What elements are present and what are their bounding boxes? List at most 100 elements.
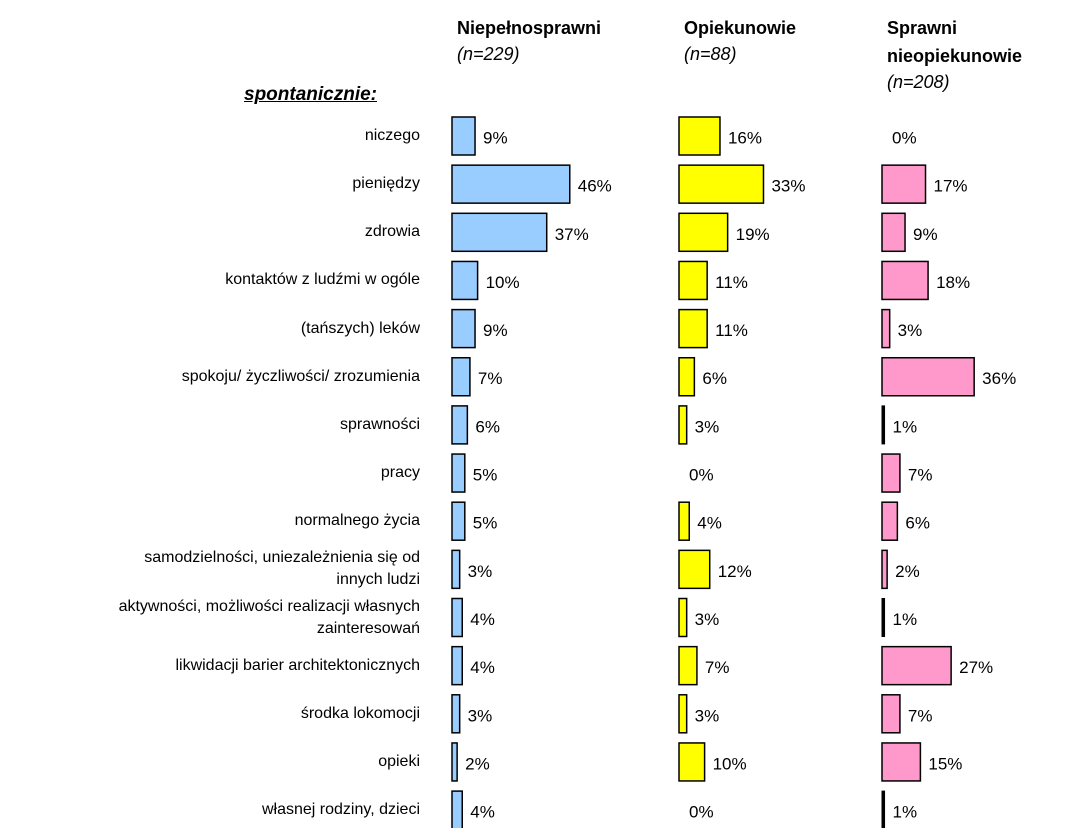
- bar: [678, 212, 729, 253]
- bar: [678, 501, 690, 541]
- category-label: aktywności, możliwości realizacji własny…: [118, 597, 420, 637]
- value-label: 0%: [892, 128, 917, 147]
- bar: [451, 164, 571, 204]
- value-label: 6%: [475, 417, 500, 436]
- bar: [678, 405, 688, 445]
- value-label: 18%: [936, 273, 970, 292]
- value-label: 7%: [478, 369, 503, 388]
- value-label: 4%: [697, 514, 722, 533]
- bar: [678, 645, 698, 686]
- value-label: 11%: [715, 321, 748, 340]
- value-label: 5%: [473, 514, 498, 533]
- value-label: 3%: [468, 706, 493, 725]
- value-label: 6%: [905, 514, 930, 533]
- value-label: 46%: [578, 177, 612, 196]
- value-label: 4%: [470, 803, 495, 822]
- bar: [451, 549, 461, 590]
- bar: [451, 405, 469, 445]
- bar: [678, 549, 711, 590]
- value-label: 15%: [928, 754, 962, 773]
- value-label: 0%: [689, 803, 714, 822]
- bar: [451, 357, 471, 397]
- bar: [881, 549, 888, 590]
- bar: [881, 260, 929, 301]
- value-label: 3%: [695, 706, 720, 725]
- value-label: 9%: [483, 321, 508, 340]
- value-label: 1%: [893, 803, 918, 822]
- bar: [451, 790, 463, 828]
- series-name: Niepełnosprawni: [457, 18, 602, 38]
- category-label: środka lokomocji: [300, 704, 420, 722]
- category-label: samodzielności, uniezależnienia się od i…: [144, 549, 420, 589]
- category-label: sprawności: [339, 415, 420, 433]
- bar: [451, 694, 461, 734]
- value-label: 3%: [898, 321, 923, 340]
- value-label: 16%: [728, 128, 762, 147]
- category-label: pracy: [380, 464, 420, 482]
- value-label: 37%: [555, 225, 589, 244]
- bar: [451, 260, 479, 301]
- bar: [881, 645, 952, 686]
- value-label: 5%: [473, 466, 498, 485]
- value-label: 12%: [718, 562, 752, 581]
- category-label: spokoju/ życzliwości/ zrozumienia: [181, 367, 420, 385]
- category-label: normalnego życia: [294, 512, 420, 530]
- value-label: 3%: [468, 562, 493, 581]
- value-label: 4%: [470, 610, 495, 629]
- bar: [451, 597, 463, 638]
- bar: [881, 742, 922, 782]
- value-label: 10%: [713, 754, 747, 773]
- value-label: 3%: [695, 417, 720, 436]
- bar: [678, 694, 688, 734]
- series-subtitle: (n=88): [684, 44, 737, 64]
- value-label: 2%: [895, 562, 920, 581]
- series-name: Sprawni nieopiekunowie: [887, 18, 1023, 66]
- value-label: 19%: [736, 225, 770, 244]
- value-label: 11%: [715, 273, 748, 292]
- value-label: 9%: [483, 128, 508, 147]
- bar: [678, 357, 696, 397]
- bar: [881, 405, 886, 445]
- bar: [881, 694, 901, 734]
- series-name: Opiekunowie: [684, 18, 797, 38]
- value-label: 9%: [913, 225, 938, 244]
- category-label: pieniędzy: [352, 175, 420, 193]
- bar: [678, 597, 688, 638]
- value-label: 27%: [959, 658, 993, 677]
- series-subtitle: (n=229): [457, 44, 520, 64]
- value-label: 1%: [893, 610, 918, 629]
- category-label: likwidacji barier architektonicznych: [175, 656, 420, 674]
- bar: [881, 501, 899, 541]
- bar: [451, 501, 466, 541]
- value-label: 0%: [689, 466, 714, 485]
- value-label: 3%: [695, 610, 720, 629]
- bar: [881, 164, 927, 204]
- value-label: 7%: [908, 706, 933, 725]
- bar: [881, 790, 886, 828]
- value-label: 1%: [893, 417, 918, 436]
- bar: [881, 212, 906, 253]
- series-subtitle: (n=208): [887, 72, 950, 92]
- category-label: opieki: [378, 752, 420, 770]
- bar: [678, 116, 721, 156]
- value-label: 33%: [771, 177, 805, 196]
- value-label: 7%: [908, 466, 933, 485]
- bar: [678, 308, 708, 349]
- bar: [881, 308, 891, 349]
- bar: [678, 260, 708, 301]
- bar: [881, 453, 901, 493]
- value-label: 6%: [702, 369, 727, 388]
- bar: [451, 645, 463, 686]
- value-label: 36%: [982, 369, 1016, 388]
- bar: [451, 453, 466, 493]
- category-label: zdrowia: [364, 223, 420, 241]
- bar: [678, 164, 765, 204]
- bar: [451, 308, 476, 349]
- category-label: własnej rodziny, dzieci: [262, 801, 420, 819]
- bar: [451, 742, 458, 782]
- value-label: 10%: [486, 273, 520, 292]
- value-label: 17%: [934, 177, 968, 196]
- bar: [451, 116, 476, 156]
